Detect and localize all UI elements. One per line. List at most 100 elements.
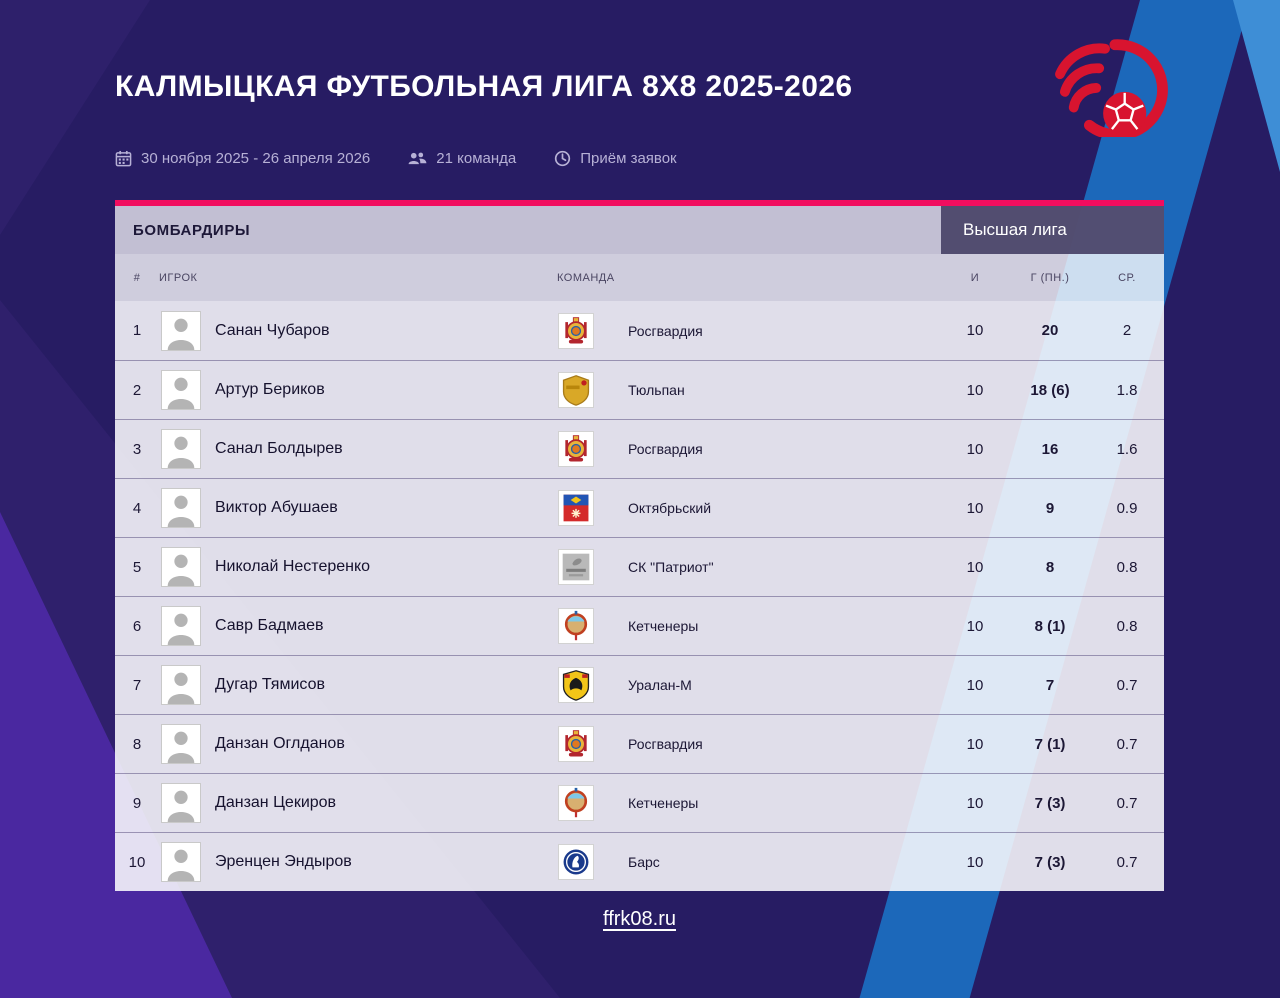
- rank-value: 9: [132, 794, 142, 812]
- col-team: КОМАНДА: [557, 271, 615, 284]
- player-avatar: [161, 370, 201, 410]
- table-row[interactable]: 8 Данзан Оглданов Росгвардия 10 7 (1) 0.…: [115, 714, 1164, 773]
- rank-value: 6: [132, 617, 142, 635]
- top-scorers-board: БОМБАРДИРЫ Высшая лига # ИГРОК КОМАНДА И…: [115, 200, 1164, 891]
- team-name: Кетченеры: [628, 795, 699, 811]
- player-avatar: [161, 547, 201, 587]
- table-row[interactable]: 2 Артур Бериков Тюльпан 10 18 (6) 1.8: [115, 360, 1164, 419]
- team-name: Барс: [628, 854, 660, 870]
- col-avg: СР.: [1118, 271, 1136, 284]
- team-name: Октябрьский: [628, 500, 712, 516]
- rosgvardia-team-logo-icon: [558, 726, 594, 762]
- player-name: Савр Бадмаев: [215, 617, 324, 634]
- avg-value: 1.8: [1116, 381, 1138, 399]
- player-name: Санал Болдырев: [215, 440, 343, 457]
- player-name: Артур Бериков: [215, 381, 325, 398]
- games-value: 10: [966, 794, 984, 812]
- patriot-team-logo-icon: [558, 549, 594, 585]
- goals-value: 9: [1045, 499, 1055, 517]
- table-row[interactable]: 6 Савр Бадмаев Кетченеры 10 8 (1) 0.8: [115, 596, 1164, 655]
- page-title: КАЛМЫЦКАЯ ФУТБОЛЬНАЯ ЛИГА 8Х8 2025-2026: [115, 70, 853, 103]
- avg-value: 0.7: [1116, 676, 1138, 694]
- info-dates: 30 ноября 2025 - 26 апреля 2026: [115, 150, 370, 167]
- table-row[interactable]: 7 Дугар Тямисов Уралан-М 10 7 0.7: [115, 655, 1164, 714]
- goals-value: 7: [1045, 676, 1055, 694]
- table-row[interactable]: 9 Данзан Цекиров Кетченеры 10 7 (3) 0.7: [115, 773, 1164, 832]
- rank-value: 5: [132, 558, 142, 576]
- site-link[interactable]: ffrk08.ru: [603, 908, 676, 930]
- avg-value: 0.8: [1116, 558, 1138, 576]
- accent-bar: [115, 200, 1164, 206]
- games-value: 10: [966, 735, 984, 753]
- info-status: Приём заявок: [554, 150, 677, 167]
- player-name: Санан Чубаров: [215, 321, 330, 339]
- footer: ffrk08.ru: [115, 908, 1164, 931]
- avg-value: 0.7: [1116, 853, 1138, 871]
- board-header: БОМБАРДИРЫ Высшая лига: [115, 206, 1164, 254]
- goals-value: 7 (3): [1034, 794, 1066, 812]
- player-avatar: [161, 724, 201, 764]
- rank-value: 10: [128, 853, 146, 871]
- goals-value: 7 (3): [1034, 853, 1066, 871]
- ffrk-football-emblem-icon: [1050, 33, 1168, 141]
- info-team-count: 21 команда: [408, 150, 516, 167]
- games-value: 10: [966, 617, 984, 635]
- player-avatar: [161, 310, 201, 351]
- avg-value: 1.6: [1116, 440, 1138, 458]
- team-name: Росгвардия: [628, 322, 703, 339]
- col-player: ИГРОК: [159, 271, 198, 284]
- tulpan-team-logo-icon: [558, 372, 594, 408]
- avg-value: 0.7: [1116, 735, 1138, 753]
- table-row[interactable]: 10 Эренцен Эндыров Барс 10 7 (3) 0.7: [115, 832, 1164, 891]
- goals-value: 8 (1): [1034, 617, 1066, 635]
- table-body: 1 Санан Чубаров Росгвардия 10 20 2 2 Арт…: [115, 301, 1164, 891]
- goals-value: 20: [1041, 322, 1059, 339]
- rank-value: 2: [132, 381, 142, 399]
- rank-value: 1: [132, 322, 142, 339]
- info-status-label: Приём заявок: [580, 150, 677, 167]
- users-icon: [408, 151, 427, 166]
- rosgvardia-team-logo-icon: [558, 312, 594, 349]
- games-value: 10: [966, 499, 984, 517]
- player-avatar: [161, 429, 201, 469]
- games-value: 10: [966, 676, 984, 694]
- games-value: 10: [966, 381, 984, 399]
- col-rank: #: [133, 271, 141, 284]
- player-name: Дугар Тямисов: [215, 676, 325, 693]
- team-name: Кетченеры: [628, 618, 699, 634]
- avg-value: 0.8: [1116, 617, 1138, 635]
- rank-value: 7: [132, 676, 142, 694]
- player-name: Данзан Цекиров: [215, 794, 337, 811]
- oktyabrsky-team-logo-icon: [558, 490, 594, 526]
- tab-league[interactable]: Высшая лига: [941, 206, 1164, 254]
- goals-value: 16: [1041, 440, 1059, 458]
- col-games: И: [970, 271, 980, 284]
- ketchenery-team-logo-icon: [558, 608, 594, 644]
- info-dates-label: 30 ноября 2025 - 26 апреля 2026: [141, 150, 371, 167]
- table-row[interactable]: 4 Виктор Абушаев Октябрьский 10 9 0.9: [115, 478, 1164, 537]
- info-team-count-label: 21 команда: [436, 150, 517, 167]
- player-avatar: [161, 606, 201, 646]
- avg-value: 0.9: [1116, 499, 1138, 517]
- table-row[interactable]: 1 Санан Чубаров Росгвардия 10 20 2: [115, 301, 1164, 360]
- clock-icon: [554, 150, 571, 167]
- goals-value: 18 (6): [1030, 381, 1070, 399]
- table-row[interactable]: 3 Санал Болдырев Росгвардия 10 16 1.6: [115, 419, 1164, 478]
- player-name: Виктор Абушаев: [215, 499, 338, 516]
- games-value: 10: [966, 322, 984, 339]
- table-row[interactable]: 5 Николай Нестеренко СК "Патриот" 10 8 0…: [115, 537, 1164, 596]
- ketchenery-team-logo-icon: [558, 785, 594, 821]
- player-avatar: [161, 783, 201, 823]
- avg-value: 0.7: [1116, 794, 1138, 812]
- rank-value: 8: [132, 735, 142, 753]
- player-avatar: [161, 488, 201, 528]
- table-column-header: # ИГРОК КОМАНДА И Г (ПН.) СР.: [115, 254, 1164, 301]
- tournament-info-row: 30 ноября 2025 - 26 апреля 2026 21 коман…: [115, 150, 677, 167]
- team-name: Уралан-М: [628, 677, 692, 693]
- games-value: 10: [966, 853, 984, 871]
- col-goals: Г (ПН.): [1030, 271, 1070, 284]
- player-avatar: [161, 665, 201, 705]
- team-name: Росгвардия: [628, 441, 703, 457]
- games-value: 10: [966, 558, 984, 576]
